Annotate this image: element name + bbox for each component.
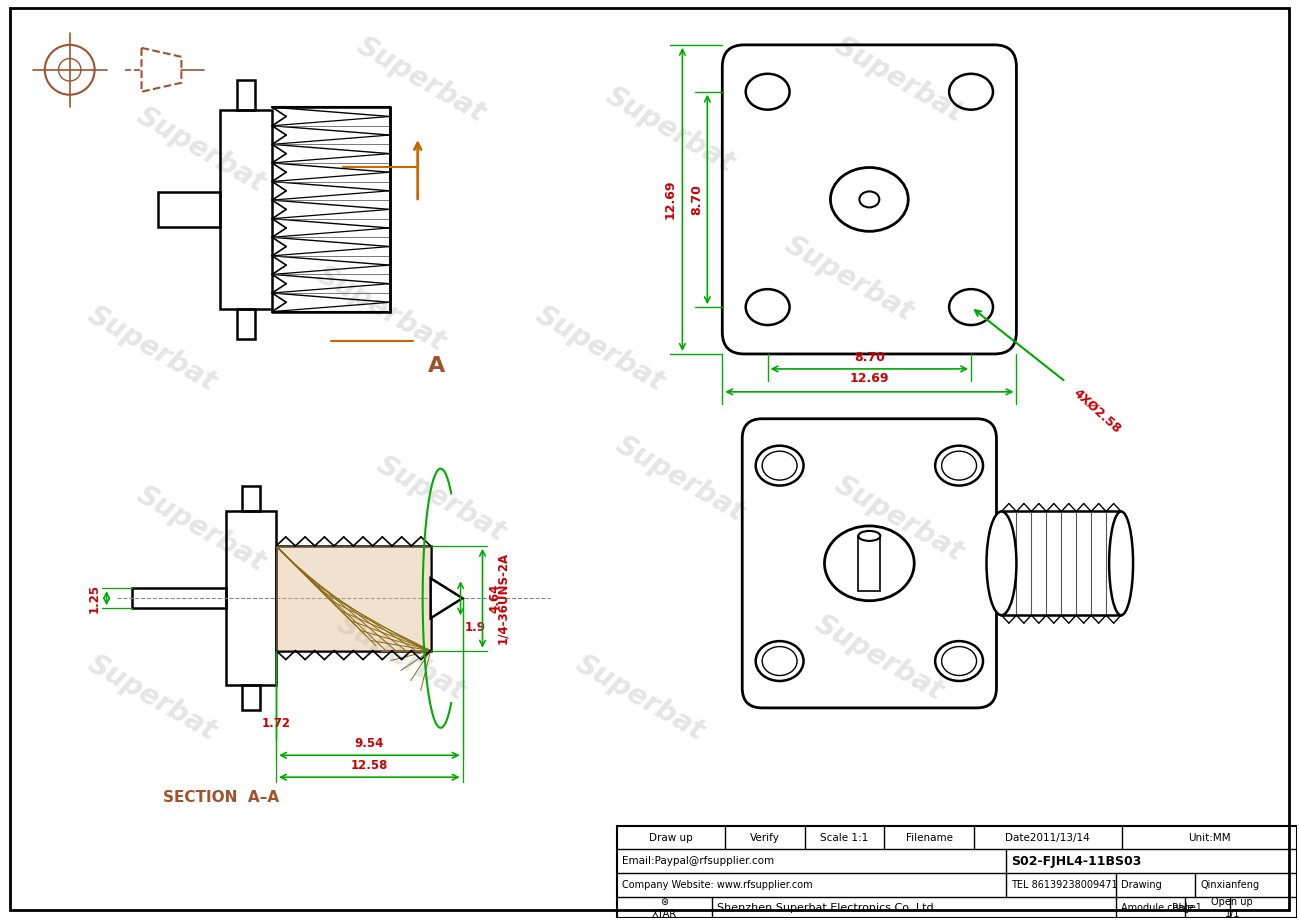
Text: ⊛
XTAR: ⊛ XTAR: [651, 897, 677, 918]
Text: Filename: Filename: [905, 833, 952, 843]
Text: S02-FJHL4-11BS03: S02-FJHL4-11BS03: [1011, 855, 1142, 868]
Text: Company Website: www.rfsupplier.com: Company Website: www.rfsupplier.com: [622, 880, 813, 891]
Text: 8.70: 8.70: [690, 184, 703, 215]
Text: 8.70: 8.70: [853, 351, 885, 364]
Text: Superbat: Superbat: [600, 81, 739, 178]
Text: Superbat: Superbat: [830, 471, 969, 566]
Ellipse shape: [1109, 511, 1133, 615]
Text: TEL 86139238009471: TEL 86139238009471: [1011, 880, 1117, 891]
Text: Superbat: Superbat: [531, 301, 669, 397]
Text: Qinxianfeng: Qinxianfeng: [1200, 880, 1260, 891]
Bar: [242, 486, 260, 511]
Bar: [238, 309, 255, 339]
Text: 12.69: 12.69: [850, 372, 889, 385]
Text: 12.58: 12.58: [351, 759, 388, 772]
Text: 4.64: 4.64: [488, 584, 501, 612]
Bar: [277, 546, 431, 650]
Text: Draw up: Draw up: [650, 833, 692, 843]
Text: A: A: [427, 356, 444, 377]
Text: Date2011/13/14: Date2011/13/14: [1005, 833, 1090, 843]
Bar: [238, 80, 255, 110]
Text: Page1: Page1: [1173, 903, 1203, 913]
Text: Superbat: Superbat: [372, 450, 511, 547]
Bar: [221, 110, 271, 309]
Text: Superbat: Superbat: [82, 650, 221, 746]
Text: Superbat: Superbat: [611, 430, 750, 527]
Bar: [859, 536, 881, 590]
Text: 12.69: 12.69: [664, 180, 677, 219]
Bar: [242, 685, 260, 710]
Bar: [277, 546, 431, 650]
Text: Verify: Verify: [750, 833, 779, 843]
Text: 4XØ2.58: 4XØ2.58: [1070, 387, 1124, 437]
Text: Drawing: Drawing: [1121, 880, 1161, 891]
Bar: [131, 589, 226, 608]
Text: Superbat: Superbat: [132, 481, 270, 577]
Bar: [226, 511, 277, 685]
Text: 9.54: 9.54: [355, 738, 385, 751]
Text: Superbat: Superbat: [312, 261, 451, 357]
Text: Unit:MM: Unit:MM: [1189, 833, 1230, 843]
Text: 1.72: 1.72: [261, 717, 291, 730]
Text: Email:Paypal@rfsupplier.com: Email:Paypal@rfsupplier.com: [622, 857, 774, 867]
Ellipse shape: [986, 511, 1016, 615]
Bar: [158, 192, 221, 227]
Polygon shape: [431, 578, 462, 618]
Text: Superbat: Superbat: [132, 101, 270, 198]
Text: Superbat: Superbat: [830, 31, 969, 128]
Text: SECTION  A–A: SECTION A–A: [164, 790, 279, 805]
Text: Superbat: Superbat: [811, 610, 948, 706]
Text: Scale 1:1: Scale 1:1: [820, 833, 869, 843]
Text: Superbat: Superbat: [331, 610, 470, 706]
Text: Shenzhen Superbat Electronics Co.,Ltd: Shenzhen Superbat Electronics Co.,Ltd: [717, 903, 934, 913]
Bar: [617, 825, 1298, 918]
Ellipse shape: [859, 530, 881, 541]
Text: Superbat: Superbat: [781, 231, 918, 327]
Text: 1/4-36UNS-2A: 1/4-36UNS-2A: [496, 553, 509, 645]
Text: Amodule cable: Amodule cable: [1121, 903, 1194, 913]
Text: 1.9: 1.9: [465, 621, 486, 635]
Text: Superbat: Superbat: [570, 650, 709, 746]
Text: Superbat: Superbat: [82, 301, 221, 397]
Text: Superbat: Superbat: [351, 31, 490, 128]
Bar: [277, 546, 431, 650]
Text: Open up
1/1: Open up 1/1: [1212, 897, 1254, 918]
Text: 1.25: 1.25: [87, 584, 100, 612]
